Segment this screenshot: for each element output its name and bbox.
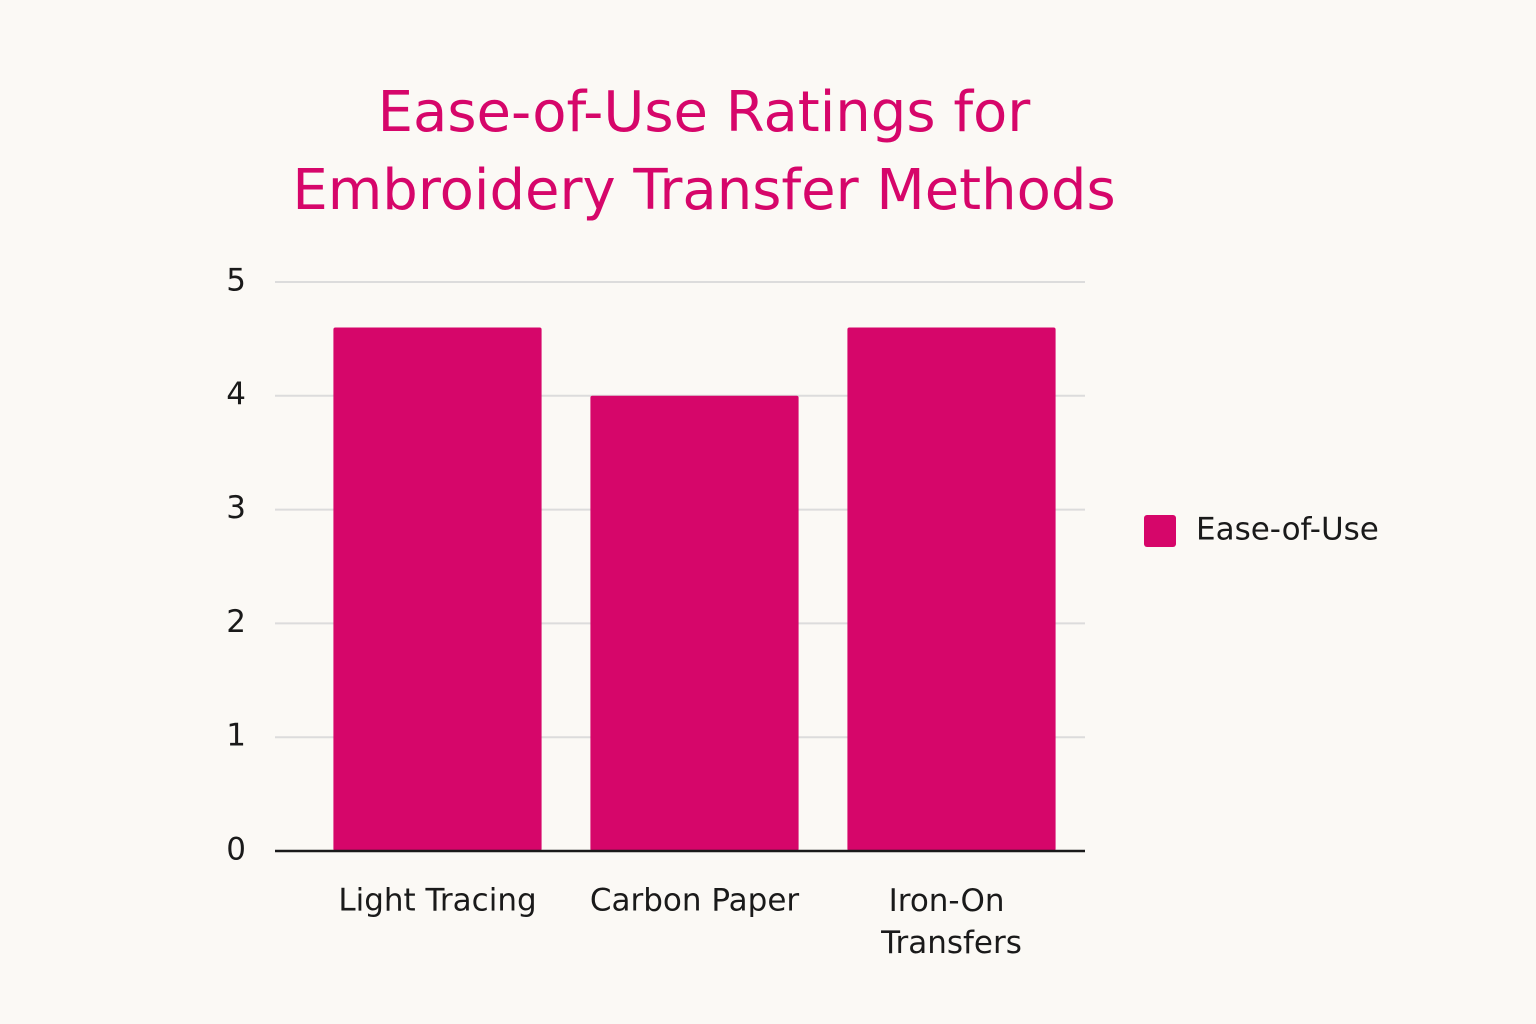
y-tick-label: 1 xyxy=(226,718,246,754)
bar xyxy=(590,395,799,851)
legend-swatch xyxy=(1144,515,1176,547)
bar xyxy=(333,327,542,851)
x-tick-label: Light Tracing xyxy=(338,883,536,919)
y-tick-label: 0 xyxy=(226,832,246,868)
x-tick-label: Iron-On Transfers xyxy=(880,883,1022,961)
y-tick-label: 2 xyxy=(226,604,246,640)
x-tick-label: Carbon Paper xyxy=(590,883,800,919)
bar xyxy=(847,327,1056,851)
legend-label: Ease-of-Use xyxy=(1196,512,1379,548)
chart-title: Ease-of-Use Ratings for Embroidery Trans… xyxy=(292,80,1116,223)
y-tick-label: 3 xyxy=(226,490,246,526)
y-tick-label: 4 xyxy=(226,376,246,412)
y-tick-label: 5 xyxy=(226,263,246,299)
